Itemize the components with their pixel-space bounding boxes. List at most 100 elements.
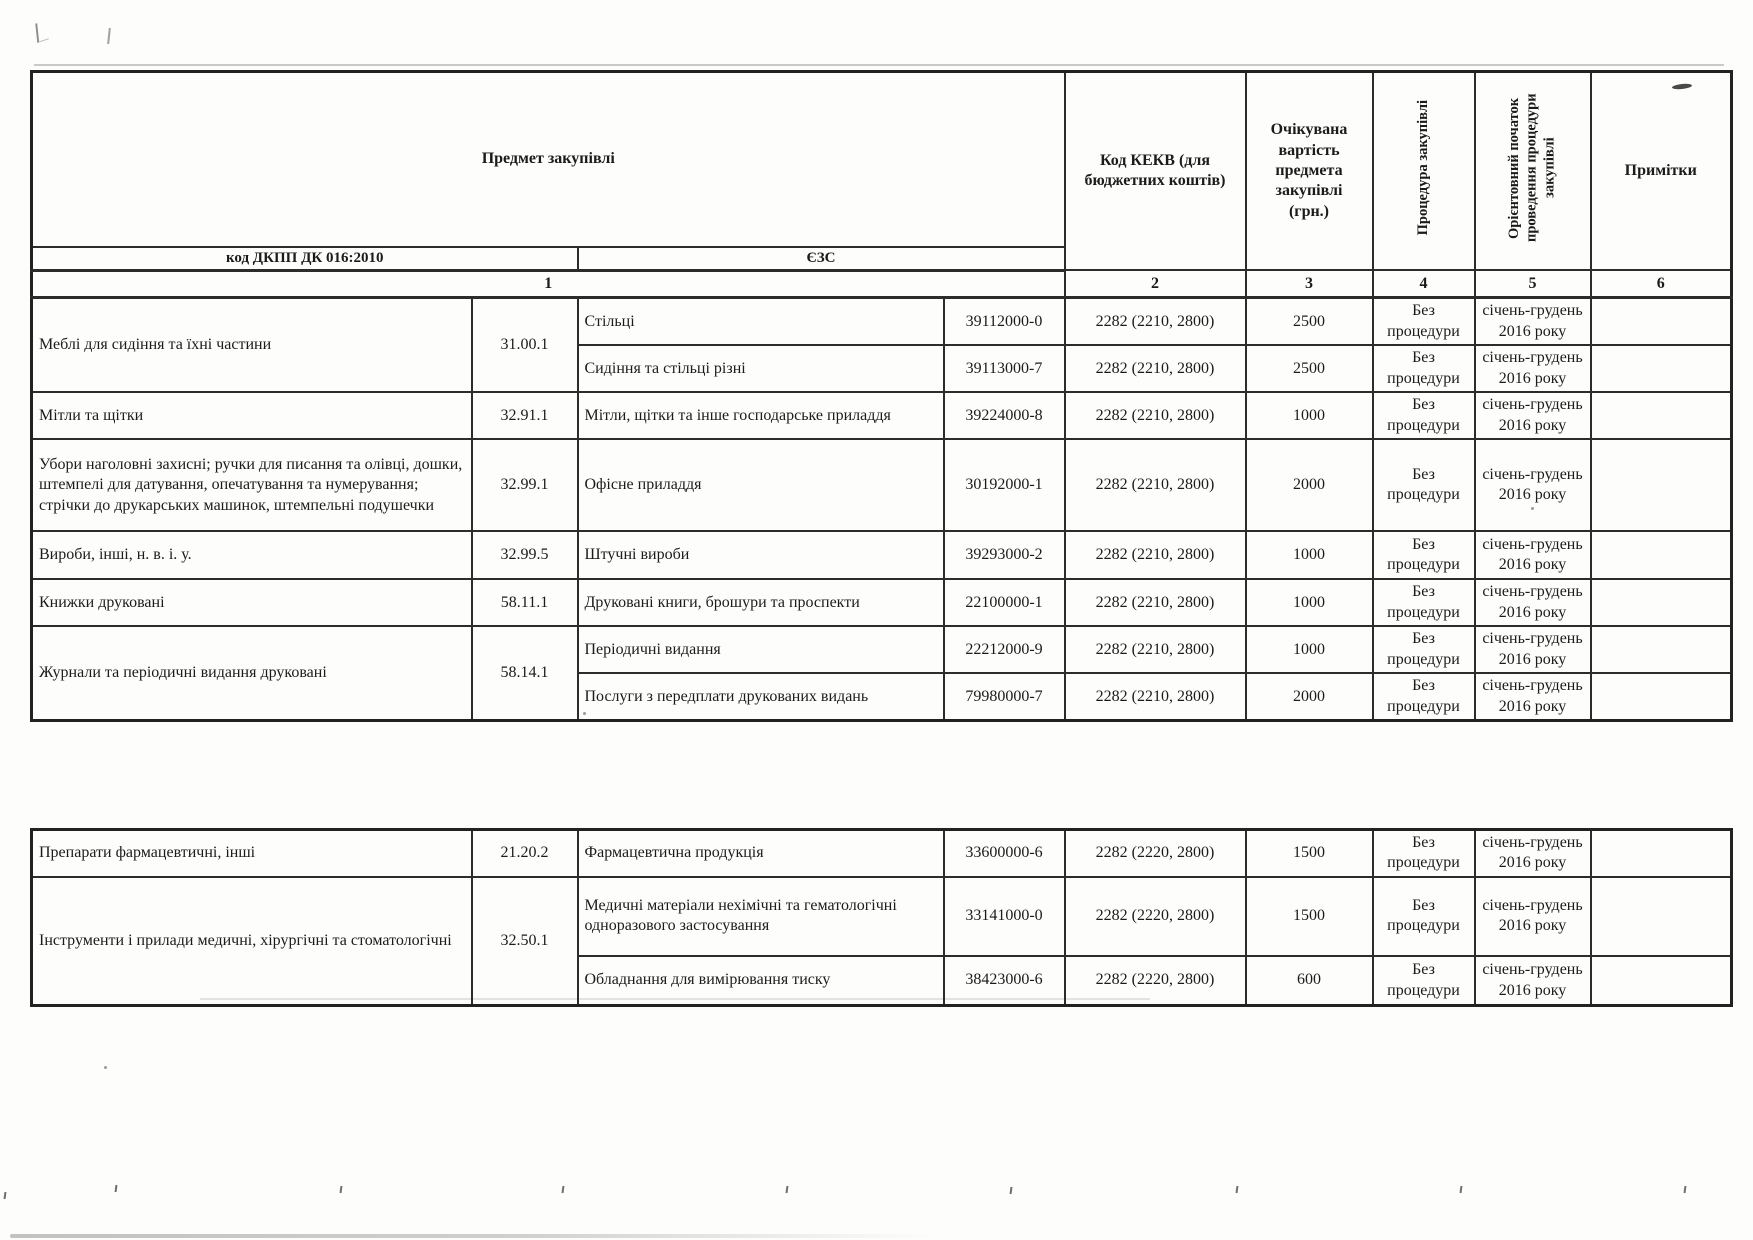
cell-notes — [1589, 391, 1733, 441]
cell-ezs-name: Офісне приладдя — [576, 438, 945, 533]
cell-notes — [1589, 296, 1733, 347]
table-row: Послуги з передплати друкованих видань 7… — [32, 672, 1733, 722]
table-row: Меблі для сидіння та їхні частини 31.00.… — [30, 296, 1733, 394]
scan-artifact — [1683, 1185, 1687, 1194]
cell-notes — [1589, 672, 1733, 722]
header-start-label: Орієнтовний початок проведення процедури… — [1505, 93, 1558, 243]
cell-dkpp: 58.14.1 — [470, 625, 579, 722]
cell-ezs-name: Сидіння та стільці різні — [576, 344, 945, 394]
cell-dkpp: 32.50.1 — [470, 875, 579, 1007]
cell-ezs-code: 38423000-6 — [942, 954, 1066, 1007]
cell-ezs-code: 39224000-8 — [942, 391, 1066, 441]
table-row: Препарати фармацевтичні, інші 21.20.2 Фа… — [30, 828, 1733, 878]
cell-ezs-name: Стільці — [576, 296, 945, 347]
cell-expected-value: 2500 — [1244, 344, 1374, 394]
scan-artifact — [339, 1185, 343, 1194]
cell-expected-value: 2000 — [1244, 438, 1374, 533]
cell-dkpp: 58.11.1 — [470, 578, 579, 628]
cell-procedure: Без процедури — [1371, 875, 1476, 957]
cell-ezs-code: 39113000-7 — [942, 344, 1066, 394]
table-row: Мітли та щітки 32.91.1 Мітли, щітки та і… — [30, 391, 1733, 441]
header-expected-value: Очікувана вартість предмета закупівлі (г… — [1244, 70, 1374, 272]
scan-artifact — [3, 1191, 7, 1200]
cell-procedure: Без процедури — [1371, 578, 1476, 628]
cell-kekv: 2282 (2210, 2800) — [1063, 578, 1247, 628]
cell-notes — [1589, 954, 1733, 1007]
cell-ezs-name: Штучні вироби — [576, 530, 945, 581]
cell-procedure: Без процедури — [1371, 438, 1476, 533]
cell-expected-value: 600 — [1244, 954, 1374, 1007]
cell-expected-value: 1500 — [1244, 875, 1374, 957]
cell-subject: Препарати фармацевтичні, інші — [30, 828, 473, 878]
header-kekv: Код КЕКВ (для бюджетних коштів) — [1063, 70, 1247, 272]
cell-expected-value: 1000 — [1244, 530, 1374, 581]
cell-start: січень-грудень 2016 року — [1473, 954, 1592, 1007]
table-row: Книжки друковані 58.11.1 Друковані книги… — [30, 578, 1733, 628]
header-subject: Предмет закупівлі — [30, 70, 1066, 248]
cell-start: січень-грудень 2016 року — [1473, 438, 1592, 533]
cell-subject: Інструменти і прилади медичні, хірургічн… — [30, 875, 473, 1007]
procurement-table-medical: Препарати фармацевтичні, інші 21.20.2 Фа… — [30, 828, 1733, 1008]
cell-notes — [1589, 438, 1733, 533]
scan-artifact — [107, 27, 111, 45]
cell-kekv: 2282 (2210, 2800) — [1063, 344, 1247, 394]
cell-ezs-name: Друковані книги, брошури та проспекти — [576, 578, 945, 628]
cell-ezs-name: Послуги з передплати друкованих видань — [576, 672, 945, 722]
cell-kekv: 2282 (2210, 2800) — [1063, 438, 1247, 533]
table-row: Інструменти і прилади медичні, хірургічн… — [30, 875, 1733, 1007]
cell-dkpp: 32.99.1 — [470, 438, 579, 533]
cell-procedure: Без процедури — [1371, 954, 1476, 1007]
cell-dkpp: 31.00.1 — [470, 296, 579, 394]
header-row: Предмет закупівлі Код КЕКВ (для бюджетни… — [30, 70, 1733, 272]
col-number-3: 3 — [1244, 269, 1374, 300]
cell-expected-value: 1500 — [1244, 828, 1374, 878]
cell-ezs-name: Обладнання для вимірювання тиску — [576, 954, 945, 1007]
col-number-4: 4 — [1371, 269, 1476, 300]
cell-procedure: Без процедури — [1371, 828, 1476, 878]
cell-notes — [1589, 530, 1733, 581]
table-row: Журнали та періодичні видання друковані … — [30, 625, 1733, 722]
scan-artifact — [34, 64, 1724, 66]
cell-ezs-code: 39112000-0 — [942, 296, 1066, 347]
table-row: Сидіння та стільці різні 39113000-7 2282… — [32, 344, 1733, 394]
cell-ezs-code: 30192000-1 — [942, 438, 1066, 533]
column-numbers-row: 1 2 3 4 5 6 — [30, 269, 1733, 300]
cell-procedure: Без процедури — [1371, 625, 1476, 675]
cell-start: січень-грудень 2016 року — [1473, 828, 1592, 878]
cell-kekv: 2282 (2210, 2800) — [1063, 296, 1247, 347]
cell-kekv: 2282 (2220, 2800) — [1063, 828, 1247, 878]
header-procedure: Процедура закупівлі — [1371, 70, 1476, 272]
col-number-6: 6 — [1589, 269, 1733, 300]
cell-start: січень-грудень 2016 року — [1473, 672, 1592, 722]
cell-kekv: 2282 (2220, 2800) — [1063, 954, 1247, 1007]
subheader-ezs: ЄЗС — [576, 245, 1066, 272]
scan-artifact — [561, 1185, 565, 1194]
header-start: Орієнтовний початок проведення процедури… — [1473, 70, 1592, 272]
cell-procedure: Без процедури — [1371, 391, 1476, 441]
cell-notes — [1589, 578, 1733, 628]
cell-expected-value: 2000 — [1244, 672, 1374, 722]
cell-subject: Меблі для сидіння та їхні частини — [30, 296, 473, 394]
scan-artifact — [785, 1185, 789, 1194]
cell-ezs-code: 39293000-2 — [942, 530, 1066, 581]
cell-ezs-name: Мітли, щітки та інше господарське прилад… — [576, 391, 945, 441]
scan-artifact — [1009, 1186, 1013, 1195]
scan-artifact — [104, 1066, 107, 1069]
cell-expected-value: 1000 — [1244, 578, 1374, 628]
cell-notes — [1589, 625, 1733, 675]
cell-start: січень-грудень 2016 року — [1473, 344, 1592, 394]
scan-artifact — [10, 1234, 930, 1238]
cell-start: січень-грудень 2016 року — [1473, 625, 1592, 675]
cell-expected-value: 2500 — [1244, 296, 1374, 347]
cell-kekv: 2282 (2210, 2800) — [1063, 625, 1247, 675]
cell-notes — [1589, 344, 1733, 394]
cell-kekv: 2282 (2210, 2800) — [1063, 530, 1247, 581]
cell-ezs-code: 79980000-7 — [942, 672, 1066, 722]
cell-notes — [1589, 875, 1733, 957]
cell-procedure: Без процедури — [1371, 672, 1476, 722]
header-notes: Примітки — [1589, 70, 1733, 272]
cell-dkpp: 32.99.5 — [470, 530, 579, 581]
header-procedure-label: Процедура закупівлі — [1414, 100, 1431, 236]
scan-artifact — [1459, 1185, 1463, 1194]
